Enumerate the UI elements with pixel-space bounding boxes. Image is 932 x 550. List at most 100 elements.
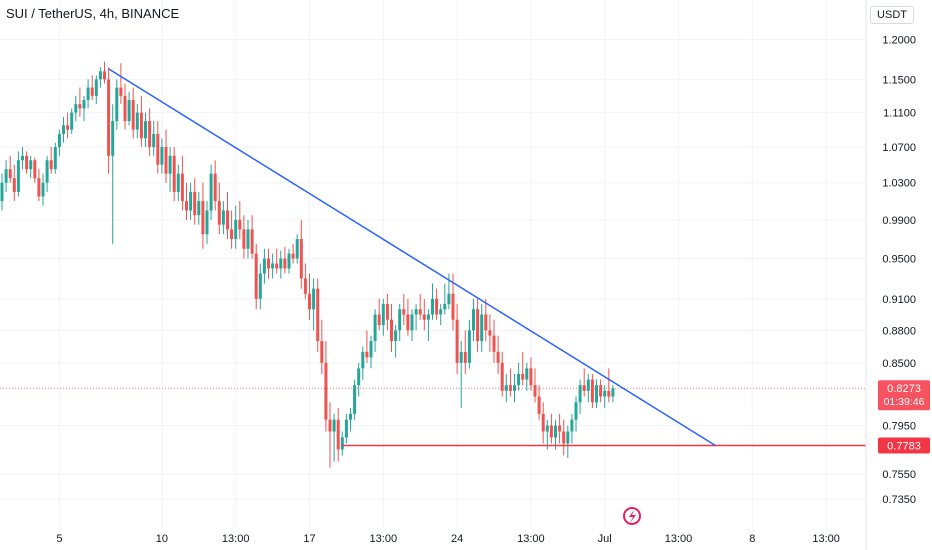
- candle-body: [316, 288, 320, 342]
- candle: [107, 67, 111, 174]
- candle-body: [467, 330, 471, 363]
- candle-body: [98, 71, 102, 80]
- candle: [267, 248, 270, 279]
- candle-body: [578, 385, 582, 403]
- candle-body: [144, 121, 147, 139]
- last-price-label: 0.8273: [887, 383, 921, 395]
- candle: [242, 215, 246, 259]
- candle: [205, 201, 209, 244]
- candle-body: [139, 112, 143, 139]
- price-tick-label: 1.2000: [882, 34, 916, 46]
- candle: [303, 263, 307, 299]
- candle-body: [209, 173, 213, 211]
- candle-body: [545, 425, 549, 432]
- candle: [332, 413, 336, 462]
- candle: [29, 155, 33, 179]
- candle: [246, 219, 250, 259]
- candle-body: [586, 379, 590, 391]
- candle: [4, 160, 8, 192]
- candle-body: [41, 182, 45, 197]
- candle: [238, 201, 242, 240]
- candle: [53, 142, 57, 174]
- candle-body: [299, 239, 303, 279]
- price-axis[interactable]: 1.2000 1.1500 1.1100 1.0700 1.0300 0.9900 0.95…: [882, 34, 916, 506]
- candle-body: [332, 419, 336, 432]
- candle: [131, 87, 135, 139]
- candle-body: [123, 95, 127, 122]
- candle: [504, 373, 508, 403]
- candle: [344, 413, 348, 444]
- candle: [316, 278, 320, 352]
- candle: [582, 368, 586, 397]
- candle: [33, 157, 37, 183]
- quote-currency-button[interactable]: USDT: [870, 6, 914, 24]
- last-price-badge: [878, 380, 930, 411]
- candle-body: [529, 368, 533, 386]
- tradingview-logo-icon[interactable]: [623, 507, 641, 525]
- candle: [365, 330, 369, 363]
- price-tick-label: 0.7950: [882, 421, 916, 433]
- candle: [148, 108, 152, 156]
- candle-body: [459, 351, 463, 363]
- candle-body: [37, 178, 41, 197]
- candle-body: [603, 390, 607, 397]
- candle-body: [496, 351, 500, 363]
- candle: [590, 373, 594, 409]
- time-tick-label: 13:00: [665, 533, 693, 545]
- price-tick-label: 1.0300: [882, 178, 916, 190]
- candle: [123, 83, 127, 130]
- candle: [16, 151, 20, 197]
- time-axis[interactable]: 5 10 13:00 17 13:00 24 13:00 Jul 13:00 8 13:00: [56, 533, 840, 545]
- candle: [295, 234, 299, 264]
- candle: [537, 385, 541, 420]
- candle-body: [549, 425, 553, 438]
- candle: [45, 155, 49, 192]
- candle: [172, 147, 176, 202]
- candle-body: [353, 385, 357, 414]
- candle: [258, 263, 262, 310]
- candle: [472, 298, 475, 342]
- candle-body: [189, 191, 193, 211]
- candle-body: [394, 330, 398, 342]
- candle: [250, 215, 254, 259]
- candle-body: [349, 413, 352, 420]
- candle-body: [562, 431, 566, 444]
- candle: [209, 164, 213, 220]
- candle-body: [537, 396, 541, 414]
- candle: [586, 373, 590, 403]
- candle: [373, 309, 377, 352]
- candle: [12, 164, 16, 202]
- candle: [484, 298, 488, 342]
- candle-body: [70, 112, 74, 130]
- candle-body: [82, 100, 86, 109]
- candle-body: [418, 309, 422, 315]
- candle: [197, 191, 201, 225]
- candle-body: [127, 100, 131, 122]
- price-tick-label: 0.9100: [882, 294, 916, 306]
- candle-body: [262, 258, 266, 274]
- candle-body: [336, 419, 340, 450]
- candle: [340, 431, 344, 456]
- price-tick-label: 0.9900: [882, 215, 916, 227]
- candle-body: [426, 314, 430, 320]
- lightning-icon: [629, 510, 636, 523]
- candle-body: [115, 87, 119, 122]
- candle: [541, 402, 545, 444]
- trend-line[interactable]: [108, 68, 716, 447]
- candle-body: [484, 314, 488, 331]
- candle-body: [611, 388, 615, 397]
- candle-body: [258, 273, 262, 299]
- candle-body: [267, 258, 270, 269]
- candle-body: [365, 351, 369, 358]
- candle-body: [193, 191, 197, 216]
- candle-body: [324, 362, 328, 420]
- candle-body: [172, 155, 176, 192]
- candle: [607, 368, 611, 403]
- candle-body: [312, 288, 316, 310]
- candle: [525, 362, 529, 391]
- candle-body: [566, 431, 570, 444]
- candle: [410, 309, 414, 342]
- candle: [554, 419, 557, 450]
- candle: [217, 182, 221, 235]
